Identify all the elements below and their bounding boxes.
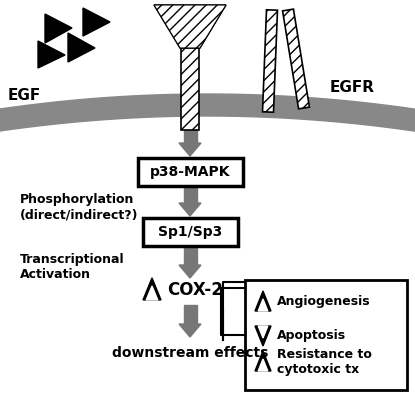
Bar xyxy=(263,10,278,112)
Polygon shape xyxy=(45,14,72,43)
Polygon shape xyxy=(38,41,65,68)
Bar xyxy=(183,305,196,324)
Polygon shape xyxy=(258,326,268,338)
Bar xyxy=(283,9,310,109)
Polygon shape xyxy=(179,203,201,216)
Polygon shape xyxy=(154,5,226,48)
Polygon shape xyxy=(179,324,201,337)
Bar xyxy=(245,280,407,390)
Text: Resistance to
cytotoxic tx: Resistance to cytotoxic tx xyxy=(277,348,372,376)
Text: EGF: EGF xyxy=(8,87,41,102)
Polygon shape xyxy=(255,326,271,346)
Text: Transcriptional
Activation: Transcriptional Activation xyxy=(20,253,124,282)
Polygon shape xyxy=(146,286,158,300)
Text: COX-2: COX-2 xyxy=(167,281,223,299)
Polygon shape xyxy=(154,5,226,48)
Polygon shape xyxy=(179,265,201,278)
Bar xyxy=(181,48,199,130)
Polygon shape xyxy=(83,8,110,36)
Bar xyxy=(183,188,196,203)
Polygon shape xyxy=(258,299,268,311)
Polygon shape xyxy=(255,351,271,371)
Polygon shape xyxy=(68,33,95,62)
Text: Apoptosis: Apoptosis xyxy=(277,328,346,341)
Bar xyxy=(183,248,196,265)
Polygon shape xyxy=(258,359,268,371)
Text: p38-MAPK: p38-MAPK xyxy=(150,165,230,179)
Polygon shape xyxy=(255,291,271,311)
Text: Phosphorylation
(direct/indirect?): Phosphorylation (direct/indirect?) xyxy=(20,193,139,222)
Polygon shape xyxy=(179,143,201,156)
Text: Sp1/Sp3: Sp1/Sp3 xyxy=(158,225,222,239)
Polygon shape xyxy=(143,278,161,300)
Bar xyxy=(142,218,237,246)
Text: downstream effects: downstream effects xyxy=(112,346,268,360)
Text: Angiogenesis: Angiogenesis xyxy=(277,295,371,309)
Bar xyxy=(137,158,242,186)
Text: EGFR: EGFR xyxy=(330,81,375,96)
Bar xyxy=(183,130,196,143)
